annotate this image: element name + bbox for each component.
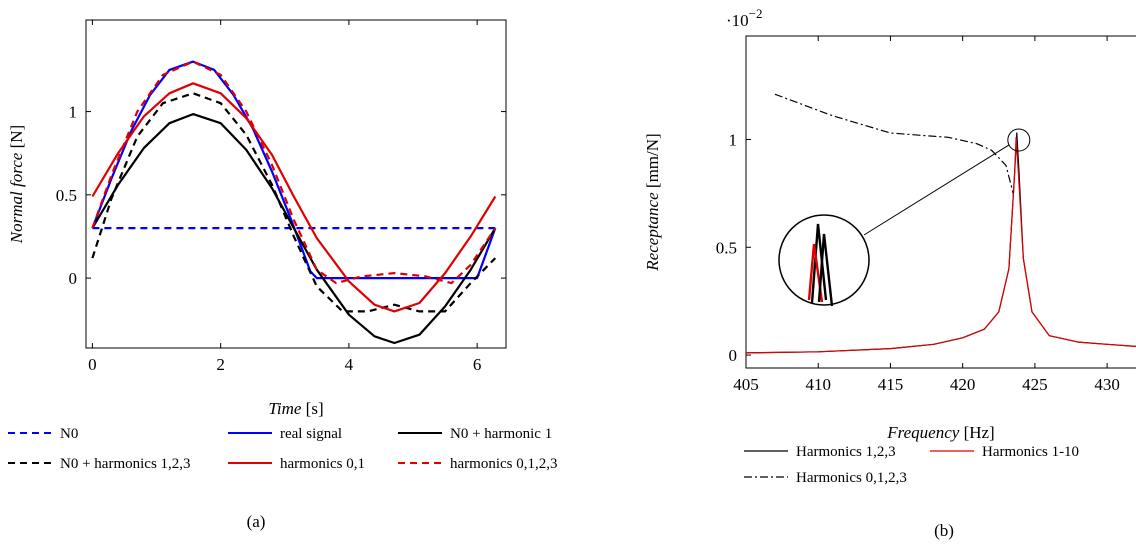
y-tick-label: 0 [729,346,738,365]
series-line-1 [746,136,1136,354]
y-axis-name: Receptance [643,188,662,272]
figure-caption: (b) [934,521,954,540]
plot-frame [745,35,1136,369]
legend-label-4: harmonics 0,1 [280,456,365,472]
x-tick-label: 425 [1022,375,1048,394]
series-line-2 [774,93,1014,194]
y-tick-label: 0 [69,269,78,288]
chart-panel-0: 0 2 4 6 0 0.5 1 Time [s] Normal force [N] N0 real … [7,19,557,531]
x-axis-name: Frequency [886,423,963,442]
x-axis-label: Time [s] [268,399,323,418]
y-axis-name: Normal force [7,148,26,244]
y-axis-label: Receptance [mm/N] [643,133,662,271]
x-axis-name: Time [268,399,305,418]
zoom-circle-small [1007,128,1031,152]
series-line-1 [91,60,497,280]
y-tick-label: 1 [69,103,78,122]
zoom-peak-black-2 [817,233,834,307]
y-axis-label: Normal force [N] [7,125,26,244]
series-line-5 [91,60,497,285]
legend-label-2: Harmonics 0,1,2,3 [796,470,907,486]
y-tick-label: 1 [729,130,738,149]
y-tick-label: 0.5 [716,238,737,257]
x-axis-unit: [Hz] [964,423,995,442]
legend-label-0: Harmonics 1,2,3 [796,444,896,460]
legend-label-1: Harmonics 1-10 [982,444,1079,460]
legend-label-3: N0 + harmonics 1,2,3 [60,456,191,472]
figure-caption: (a) [247,512,266,531]
x-tick-label: 415 [878,375,904,394]
zoom-circle-large [778,214,870,306]
zoom-connector [863,144,1010,236]
x-axis-label: Frequency [Hz] [886,423,994,442]
plot-frame [85,19,507,349]
x-tick-label: 410 [805,375,831,394]
x-axis-unit: [s] [306,399,324,418]
y-scale-base: ·10 [726,11,749,30]
x-tick-label: 4 [345,355,354,374]
legend-label-1: real signal [280,426,342,442]
series-line-2 [91,113,497,345]
y-axis-unit: [mm/N] [643,133,662,188]
x-tick-label: 430 [1094,375,1120,394]
legend-label-2: N0 + harmonic 1 [450,426,552,442]
y-scale-label: ·10−2 [726,6,763,30]
x-tick-label: 420 [950,375,976,394]
zoom-peak-black [810,223,828,304]
x-tick-label: 2 [216,355,225,374]
y-axis-unit: [N] [7,125,26,149]
legend-label-0: N0 [60,426,78,442]
y-scale-exponent: −2 [749,6,763,21]
chart-panel-1: 405 410 415 420 425 430 0 0.5 1 ·10−2 Frequency [H… [643,6,1136,540]
y-tick-label: 0.5 [56,186,77,205]
series-line-3 [91,92,497,313]
x-tick-label: 405 [733,375,759,394]
x-tick-label: 6 [473,355,482,374]
series-line-4 [91,82,497,313]
x-tick-label: 0 [88,355,97,374]
legend-label-5: harmonics 0,1,2,3 [450,456,557,472]
